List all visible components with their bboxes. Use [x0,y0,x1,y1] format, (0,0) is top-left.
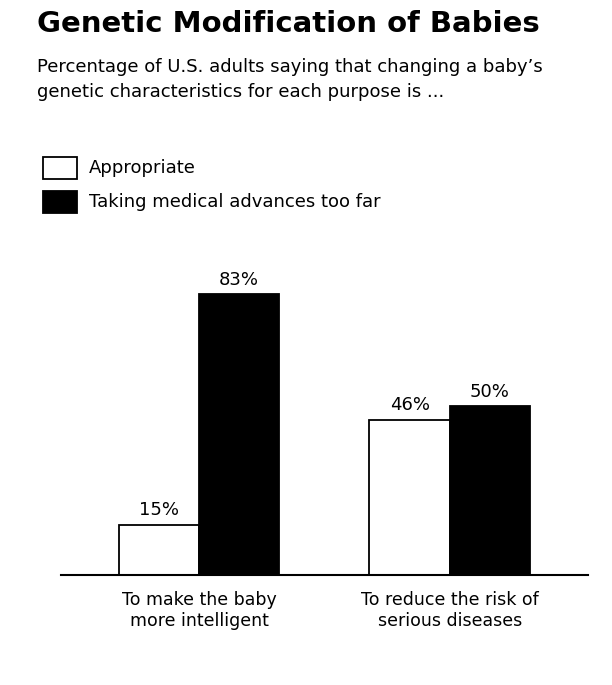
Text: 15%: 15% [139,501,179,519]
Bar [450,406,530,575]
Text: Taking medical advances too far: Taking medical advances too far [89,193,381,211]
Text: 83%: 83% [219,271,259,289]
Text: 50%: 50% [470,383,510,401]
Bar [199,294,279,575]
Text: Genetic Modification of Babies: Genetic Modification of Babies [37,10,539,38]
Text: 46%: 46% [390,397,430,414]
Bar [370,419,450,575]
Text: Percentage of U.S. adults saying that changing a baby’s
genetic characteristics : Percentage of U.S. adults saying that ch… [37,58,542,101]
Text: Appropriate: Appropriate [89,159,196,177]
Bar [119,525,199,575]
